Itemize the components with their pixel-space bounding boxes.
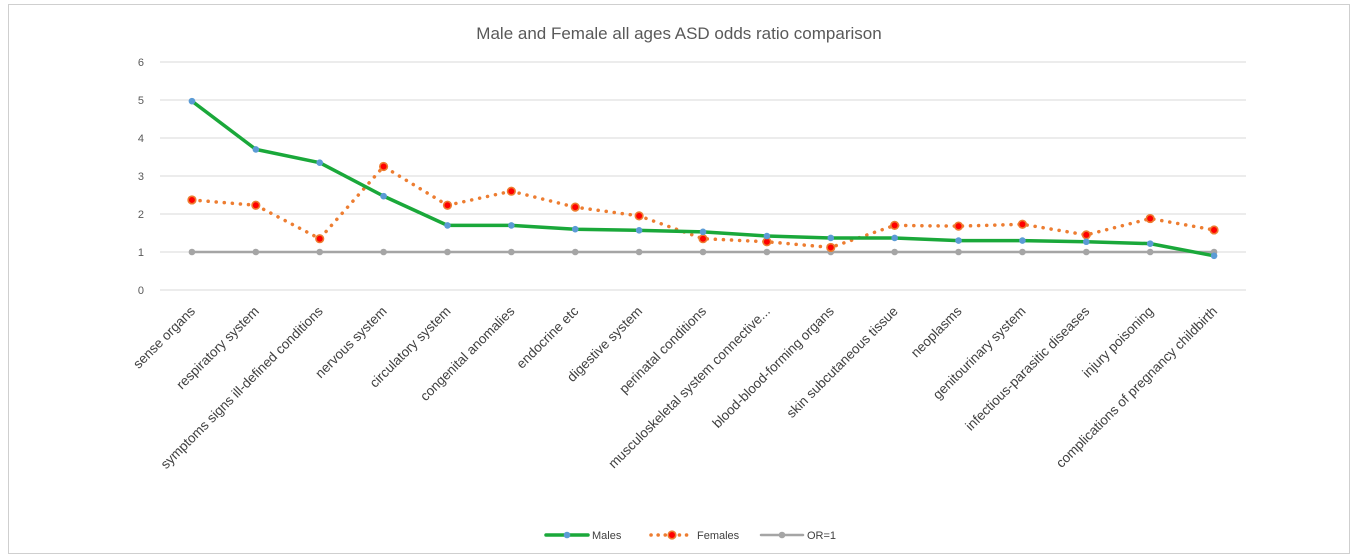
- data-point: [699, 248, 707, 256]
- data-point: [635, 227, 643, 234]
- legend-label: Females: [697, 530, 740, 542]
- data-point: [252, 146, 260, 153]
- data-point: [891, 234, 898, 242]
- x-category-label: endocrine etc: [513, 303, 581, 371]
- legend-label: Males: [592, 530, 622, 542]
- data-point: [698, 234, 708, 244]
- y-tick-label: 4: [138, 133, 144, 145]
- y-axis-ticks: 0 1 2 3 4 5 6: [138, 57, 144, 297]
- data-point: [506, 186, 516, 196]
- data-point: [444, 248, 451, 256]
- data-point: [1081, 230, 1091, 240]
- data-point: [827, 234, 835, 242]
- chart-title: Male and Female all ages ASD odds ratio …: [476, 24, 881, 43]
- data-point: [508, 222, 515, 229]
- data-point: [953, 221, 964, 231]
- data-point: [763, 248, 771, 256]
- x-category-label: skin subcutaneous tissue: [783, 304, 900, 421]
- data-point: [380, 248, 387, 256]
- data-point: [571, 248, 579, 256]
- data-point: [1146, 248, 1154, 256]
- legend: Males Females OR=1: [544, 530, 836, 542]
- data-point: [571, 225, 579, 233]
- y-tick-label: 2: [138, 209, 144, 221]
- y-tick-label: 3: [138, 171, 144, 183]
- data-point: [444, 222, 451, 229]
- data-point: [891, 248, 898, 256]
- data-point: [1019, 237, 1026, 244]
- data-point: [1017, 219, 1028, 229]
- gridlines: [160, 61, 1246, 291]
- legend-marker: [667, 530, 677, 540]
- data-point: [826, 242, 836, 253]
- data-point: [890, 220, 900, 230]
- data-point: [316, 248, 324, 256]
- data-point: [316, 159, 324, 166]
- line-chart: Male and Female all ages ASD odds ratio …: [130, 24, 1246, 542]
- data-point: [508, 248, 515, 256]
- data-point: [635, 248, 643, 256]
- data-point: [442, 200, 453, 210]
- data-point: [634, 211, 644, 221]
- legend-marker: [563, 531, 571, 539]
- data-point: [1210, 252, 1218, 260]
- data-point: [1209, 225, 1219, 235]
- y-tick-label: 0: [138, 285, 144, 297]
- data-point: [188, 248, 196, 256]
- data-point: [252, 248, 260, 256]
- data-point: [1146, 240, 1154, 247]
- x-category-label: infectious-parasitic diseases: [962, 303, 1092, 433]
- data-point: [1082, 248, 1090, 256]
- data-point: [315, 234, 325, 244]
- data-point: [763, 232, 771, 240]
- data-point: [1019, 248, 1026, 256]
- data-point: [380, 192, 387, 200]
- data-point: [188, 97, 196, 105]
- data-point: [955, 248, 962, 256]
- legend-marker: [778, 531, 786, 539]
- data-point: [1082, 238, 1090, 246]
- data-point: [699, 228, 707, 236]
- x-category-label: sense organs: [130, 303, 198, 371]
- x-category-label: neoplasms: [908, 303, 965, 360]
- data-point: [187, 195, 197, 205]
- series-lines: [187, 97, 1219, 260]
- y-tick-label: 5: [138, 95, 144, 107]
- y-tick-label: 6: [138, 57, 144, 69]
- data-point: [1145, 213, 1155, 224]
- series-line-females: [190, 164, 1216, 250]
- data-point: [378, 161, 389, 172]
- y-tick-label: 1: [138, 247, 144, 259]
- chart-area: Male and Female all ages ASD odds ratio …: [8, 4, 1350, 554]
- data-point: [251, 200, 261, 210]
- legend-label: OR=1: [807, 530, 836, 542]
- x-category-label: blood-blood-forming organs: [710, 303, 838, 431]
- data-point: [570, 202, 580, 212]
- data-point: [955, 237, 962, 244]
